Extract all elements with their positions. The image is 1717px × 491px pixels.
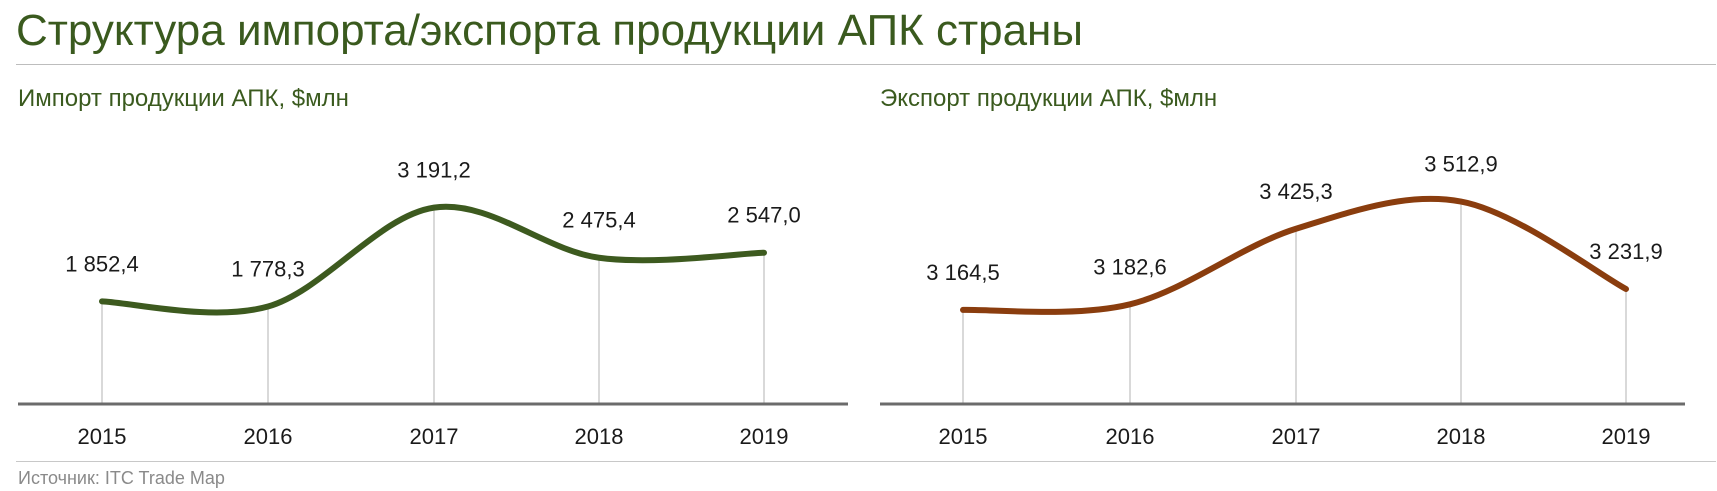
export-data-label-2019: 3 231,9	[1589, 239, 1662, 264]
export-tick-label-2018: 2018	[1437, 424, 1486, 449]
import-tick-label-2017: 2017	[410, 424, 459, 449]
export-data-label-2017: 3 425,3	[1259, 179, 1332, 204]
export-data-label-2015: 3 164,5	[926, 260, 999, 285]
source-note: Источник: ITC Trade Map	[18, 468, 225, 488]
export-chart-title: Экспорт продукции АПК, $млн	[880, 85, 1218, 112]
export-tick-label-2019: 2019	[1602, 424, 1651, 449]
export-data-label-2016: 3 182,6	[1093, 254, 1166, 279]
import-data-label-2016: 1 778,3	[231, 257, 304, 282]
footer-divider	[16, 461, 1716, 462]
export-data-label-2018: 3 512,9	[1424, 152, 1497, 177]
page-title: Структура импорта/экспорта продукции АПК…	[16, 6, 1083, 55]
import-series-line	[99, 203, 767, 316]
import-data-label-2015: 1 852,4	[65, 251, 138, 276]
import-tick-label-2015: 2015	[78, 424, 127, 449]
export-tick-label-2017: 2017	[1272, 424, 1321, 449]
export-tick-label-2015: 2015	[939, 424, 988, 449]
import-data-label-2018: 2 475,4	[562, 208, 635, 233]
title-divider	[16, 64, 1716, 65]
import-data-label-2019: 2 547,0	[727, 203, 800, 228]
export-series-line	[960, 195, 1629, 315]
import-tick-label-2019: 2019	[740, 424, 789, 449]
import-tick-label-2016: 2016	[244, 424, 293, 449]
export-tick-label-2016: 2016	[1106, 424, 1155, 449]
import-chart-title: Импорт продукции АПК, $млн	[18, 85, 349, 112]
import-tick-label-2018: 2018	[575, 424, 624, 449]
import-data-label-2017: 3 191,2	[397, 158, 470, 183]
